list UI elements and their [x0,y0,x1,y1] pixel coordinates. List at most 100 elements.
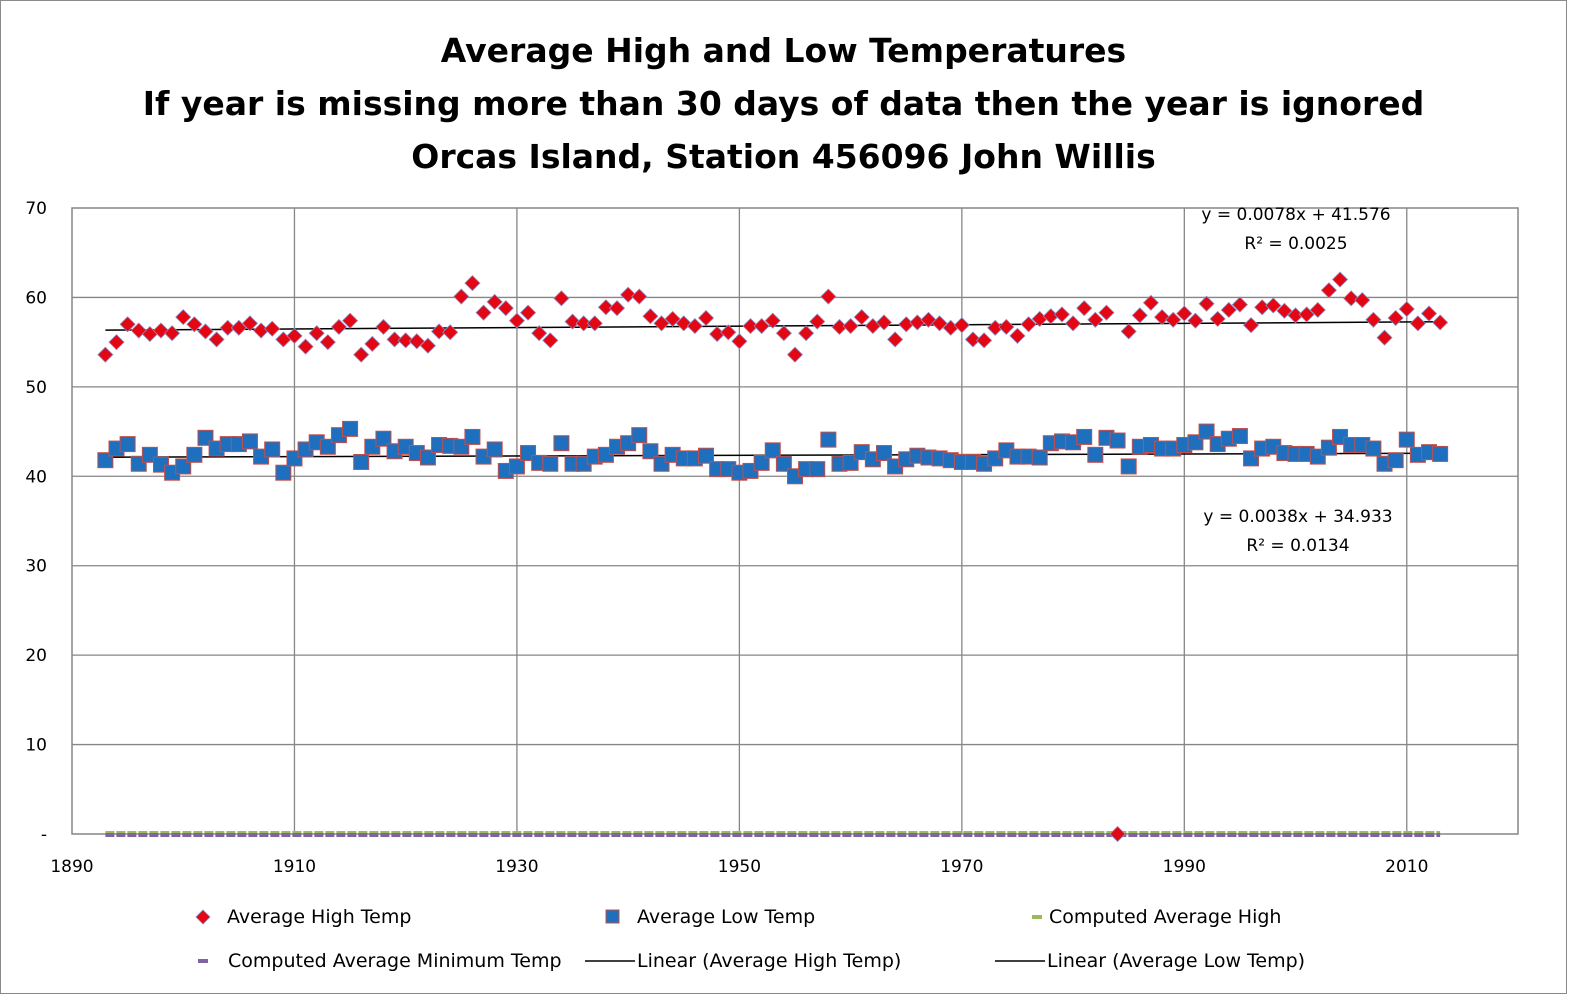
high-temp-point [531,325,548,342]
x-tick-label: 1970 [940,857,983,877]
high-temp-point [620,286,637,303]
low-temp-point [119,436,136,453]
scatter-chart: 1890 1910 1930 1950 1970 1990 2010 - 10 20 30 40 50… [25,199,1519,877]
high-temp-point [230,319,247,336]
title-line-2: If year is missing more than 30 days of … [142,84,1425,123]
low-temp-point [820,431,837,448]
high-temp-point [998,318,1015,336]
low-temp-point [275,464,292,481]
high-temp-point [1176,305,1193,322]
high-temp-point [219,319,236,336]
y-tick-label: 40 [25,467,47,487]
y-tick-label: - [41,825,47,845]
x-tick-label: 1930 [495,857,538,877]
low-temp-point [1387,452,1404,469]
high-temp-point [875,314,893,331]
y-tick-label: 70 [25,199,47,219]
high-temp-point [1087,311,1104,328]
high-temp-point [1354,292,1371,309]
high-temp-point [1320,282,1337,299]
y-tick-label: 60 [25,288,47,308]
high-temp-point [542,332,559,349]
high-temp-point [97,346,114,363]
high-temp-point [353,346,370,363]
high-temp-point [241,315,259,332]
low-temp-point [342,420,359,437]
computed-series [105,831,1441,837]
high-temp-point [197,323,214,340]
high-temp-point [1065,315,1082,332]
y-axis-ticks: - 10 20 30 40 50 60 70 [25,199,47,845]
high-temp-point [931,315,948,332]
high-temp-point [1365,311,1382,328]
high-temp-point [964,331,982,348]
y-tick-label: 50 [25,378,47,398]
high-temp-point [742,317,759,335]
y-tick-label: 10 [25,736,47,756]
title-line-3: Orcas Island, Station 456096 John Willis [411,137,1156,176]
high-temp-point [1432,314,1449,331]
x-tick-label: 2010 [1385,857,1428,877]
high-temp-point [319,334,336,351]
trend-r-squared: R² = 0.0025 [1244,234,1347,254]
high-temp-point [1398,300,1415,318]
high-temp-point [208,331,225,348]
high-temp-point [186,316,203,333]
high-temp-point [1109,825,1126,843]
low-temp-point [553,435,570,452]
high-temp-point [152,322,170,339]
high-temp-point [820,288,837,305]
high-temp-point [753,317,770,335]
high-temp-point [342,312,359,329]
low-temp-point [241,433,258,450]
high-temp-point [976,332,993,349]
high-temp-point [1009,327,1026,344]
low-temp-point [642,443,659,460]
high-temp-point [475,304,492,321]
high-temp-point [1387,309,1404,327]
low-temp-point [1398,431,1415,448]
high-temp-point [697,309,715,327]
low-temp-point [1120,458,1137,475]
low-temp-point [775,455,792,472]
low-temp-point [875,445,892,462]
high-temp-point [586,315,603,332]
high-temp-point [642,308,659,325]
trend-equation: y = 0.0078x + 41.576 [1201,205,1390,225]
high-temp-point [330,318,348,336]
high-temp-point [1076,300,1093,317]
high-temp-point [1053,306,1071,323]
high-temp-point [1020,316,1037,333]
high-temp-point [497,300,514,317]
low-temp-point [1031,449,1048,466]
high-temp-point [453,288,470,305]
high-temp-point [408,333,425,350]
high-temp-point [1242,317,1260,334]
high-temp-point [430,323,448,340]
high-temp-point [1420,305,1438,322]
high-temp-point [1098,304,1115,321]
high-temp-point [1153,309,1171,326]
high-temp-point [1120,323,1137,340]
low-temp-point [1365,440,1382,457]
high-temp-point [1131,307,1148,324]
high-temp-point [564,313,581,330]
high-temp-point [386,331,403,348]
y-tick-label: 20 [25,646,47,666]
high-temp-point [1276,302,1293,319]
high-temp-point [853,309,870,326]
high-temp-point [519,304,537,321]
high-temp-point [631,288,648,305]
high-temp-point [1198,295,1215,312]
low-temp-point [1076,428,1093,445]
high-temp-point [664,310,681,327]
low-temp-point [1432,445,1449,462]
chart-title: Average High and Low Temperatures If yea… [0,24,1567,183]
high-temp-point [1209,310,1226,327]
low-temp-point [419,449,436,466]
high-temp-point [1231,296,1248,313]
high-temp-point [1331,271,1349,288]
trend-equation: y = 0.0038x + 34.933 [1203,507,1392,527]
high-temp-point [887,331,904,348]
low-temp-point [1198,423,1215,440]
